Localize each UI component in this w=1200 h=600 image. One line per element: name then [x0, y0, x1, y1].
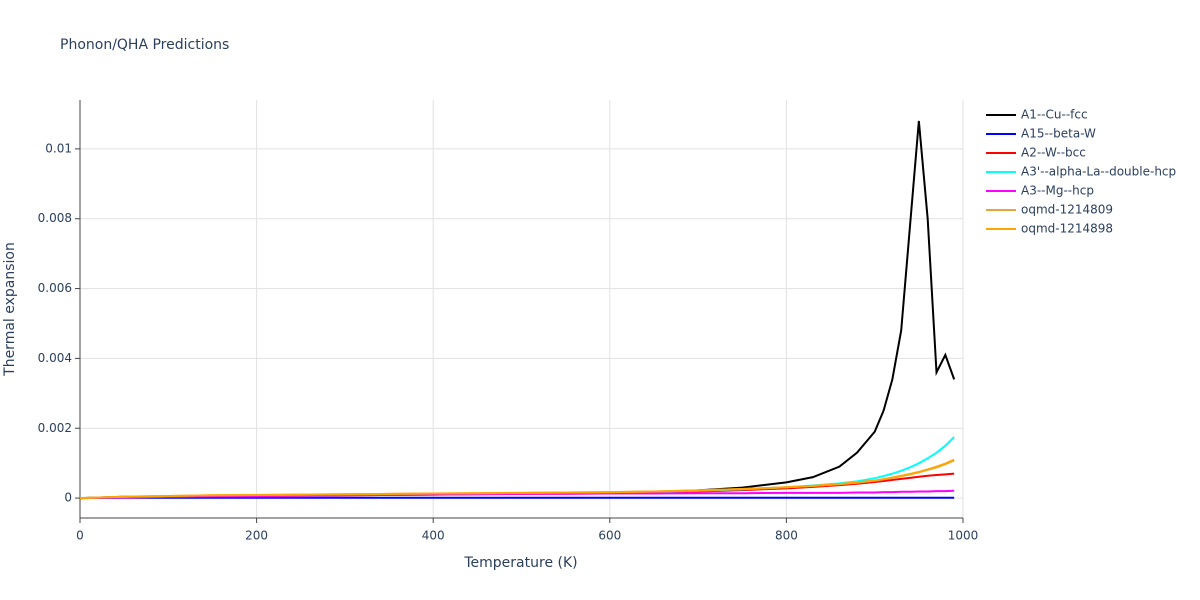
legend-label: oqmd-1214809 [1021, 203, 1113, 217]
legend-label: A15--beta-W [1021, 127, 1096, 141]
legend-label: A3--Mg--hcp [1021, 184, 1094, 198]
y-tick-label: 0.006 [38, 281, 72, 295]
x-tick-label: 400 [422, 529, 445, 543]
x-tick-label: 1000 [948, 529, 979, 543]
x-tick-label: 600 [598, 529, 621, 543]
series-line [79, 436, 955, 500]
legend-label: A2--W--bcc [1021, 146, 1086, 160]
y-axis-title: Thermal expansion [2, 242, 18, 377]
chart-title: Phonon/QHA Predictions [60, 37, 229, 53]
y-tick-label: 0.002 [38, 421, 72, 435]
legend-label: A3'--alpha-La--double-hcp [1021, 165, 1176, 179]
y-tick-label: 0.004 [38, 351, 72, 365]
x-tick-label: 200 [245, 529, 268, 543]
y-tick-label: 0.008 [38, 211, 72, 225]
legend-label: oqmd-1214898 [1021, 222, 1113, 236]
y-tick-label: 0 [64, 491, 72, 505]
y-tick-label: 0.01 [45, 141, 72, 155]
series-line [79, 120, 956, 500]
x-axis-title: Temperature (K) [463, 555, 577, 571]
legend-label: A1--Cu--fcc [1021, 108, 1088, 122]
x-tick-label: 0 [76, 529, 84, 543]
x-tick-label: 800 [775, 529, 798, 543]
series-line [79, 489, 955, 500]
series-line [79, 458, 955, 500]
